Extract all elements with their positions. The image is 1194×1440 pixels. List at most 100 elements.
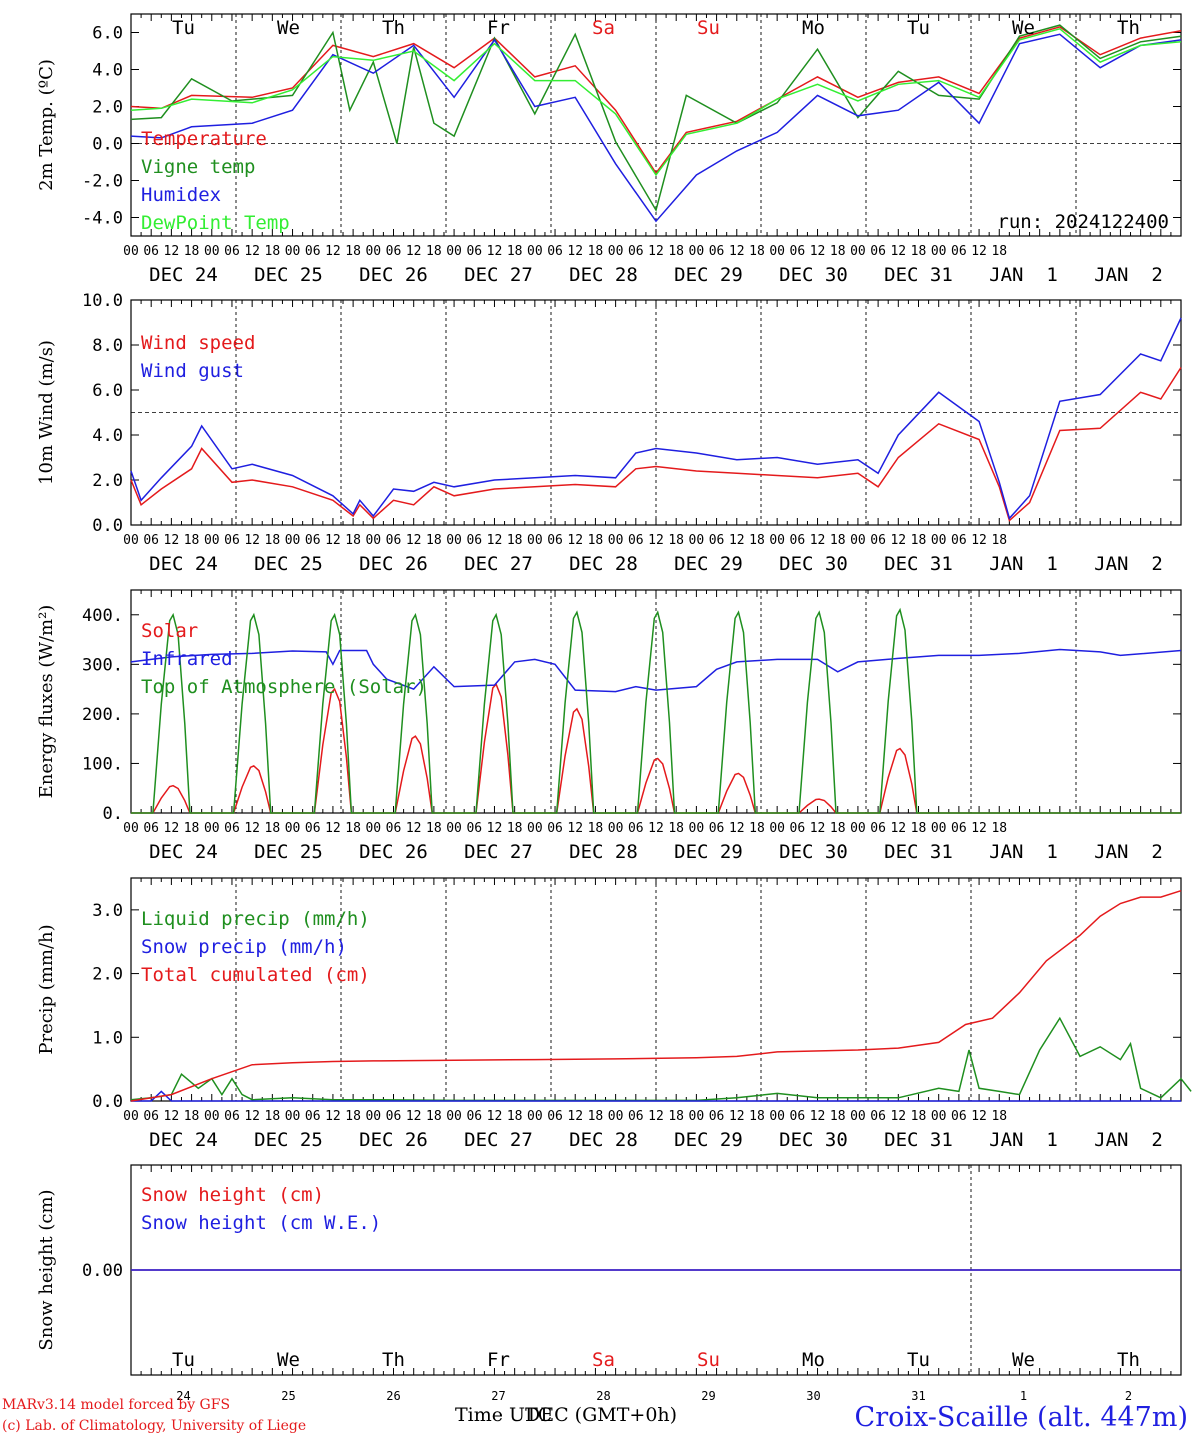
date-label: DEC 31 bbox=[884, 264, 953, 286]
date-label: DEC 24 bbox=[149, 264, 218, 286]
hour-tick-label: 00 bbox=[769, 244, 785, 259]
date-label: DEC 24 bbox=[149, 841, 218, 863]
y-axis-label: 10m Wind (m/s) bbox=[36, 340, 57, 485]
hour-tick-label: 00 bbox=[123, 244, 139, 259]
hour-tick-label: 00 bbox=[123, 533, 139, 548]
hour-tick-label: 06 bbox=[870, 244, 886, 259]
hour-tick-label: 06 bbox=[628, 533, 644, 548]
date-label: DEC 28 bbox=[569, 264, 638, 286]
hour-tick-label: 18 bbox=[749, 533, 765, 548]
hour-tick-label: 12 bbox=[487, 533, 503, 548]
hour-tick-label: 06 bbox=[224, 1109, 240, 1124]
hour-tick-label: 18 bbox=[265, 821, 281, 836]
hour-tick-label: 00 bbox=[931, 533, 947, 548]
hour-tick-label: 18 bbox=[668, 244, 684, 259]
hour-tick-label: 06 bbox=[628, 1109, 644, 1124]
series-line-wind-speed bbox=[130, 367, 1182, 522]
hour-tick-label: 00 bbox=[365, 1109, 381, 1124]
series-line-snow-precip-mm-h- bbox=[131, 1090, 1181, 1102]
hour-tick-label: 06 bbox=[466, 244, 482, 259]
hour-tick-label: 00 bbox=[446, 533, 462, 548]
hour-tick-label: 00 bbox=[931, 244, 947, 259]
hour-tick-label: 12 bbox=[325, 533, 341, 548]
hour-tick-label: 06 bbox=[951, 1109, 967, 1124]
y-axis-label: Precip (mm/h) bbox=[36, 924, 57, 1054]
legend-entry: Humidex bbox=[141, 184, 221, 206]
chart-panel-2: 10.0 8.0 6.0 4.0 2.0 0.0 10m Wind (m/s) 00 06 12 1… bbox=[36, 291, 1182, 575]
legend-entry: Wind speed bbox=[141, 332, 255, 354]
date-label: DEC 24 bbox=[149, 1129, 218, 1151]
weekday-label: Tu bbox=[172, 1349, 195, 1371]
hour-tick-label: 12 bbox=[325, 821, 341, 836]
day-number-label: 1 bbox=[1020, 1389, 1027, 1403]
hour-tick-label: 06 bbox=[951, 533, 967, 548]
hour-tick-label: 06 bbox=[386, 533, 402, 548]
hour-tick-label: 12 bbox=[406, 1109, 422, 1124]
hour-tick-label: 06 bbox=[466, 821, 482, 836]
hour-tick-label: 06 bbox=[547, 533, 563, 548]
y-axis-label: 2m Temp. (ºC) bbox=[36, 59, 57, 191]
y-tick-label: 100. bbox=[82, 754, 123, 774]
lab-credit: (c) Lab. of Climatology, University of L… bbox=[2, 1418, 307, 1434]
hour-tick-label: 18 bbox=[265, 1109, 281, 1124]
station-name: Croix-Scaille (alt. 447m) bbox=[854, 1402, 1188, 1433]
hour-tick-label: 18 bbox=[991, 533, 1007, 548]
hour-tick-label: 06 bbox=[466, 533, 482, 548]
weekday-label: We bbox=[277, 1349, 300, 1371]
legend-entry: Top of Atmosphere (Solar) bbox=[141, 676, 427, 698]
date-label: DEC 27 bbox=[464, 264, 533, 286]
date-label: DEC 27 bbox=[464, 1129, 533, 1151]
y-tick-label: 10.0 bbox=[82, 291, 123, 311]
hour-tick-label: 00 bbox=[527, 244, 543, 259]
y-tick-label: 4.0 bbox=[92, 61, 123, 81]
hour-tick-label: 06 bbox=[951, 821, 967, 836]
hour-tick-label: 00 bbox=[204, 533, 220, 548]
plot-frame bbox=[130, 589, 1182, 814]
hour-tick-label: 06 bbox=[870, 1109, 886, 1124]
hour-tick-label: 12 bbox=[567, 1109, 583, 1124]
y-tick-label: 200. bbox=[82, 705, 123, 725]
hour-tick-label: 00 bbox=[608, 1109, 624, 1124]
date-label: DEC 27 bbox=[464, 553, 533, 575]
weekday-label: Fr bbox=[487, 17, 510, 39]
hour-tick-label: 00 bbox=[608, 821, 624, 836]
weekday-label: Mo bbox=[802, 1349, 825, 1371]
date-label: JAN 2 bbox=[1094, 841, 1163, 863]
date-label: DEC 25 bbox=[254, 553, 323, 575]
hour-tick-label: 06 bbox=[790, 821, 806, 836]
hour-tick-label: 06 bbox=[870, 533, 886, 548]
hour-tick-label: 06 bbox=[386, 1109, 402, 1124]
weekday-label: Th bbox=[1117, 1349, 1140, 1371]
hour-tick-label: 06 bbox=[224, 244, 240, 259]
y-tick-label: 2.0 bbox=[92, 965, 123, 985]
hour-tick-label: 18 bbox=[588, 821, 604, 836]
day-number-label: 28 bbox=[596, 1389, 610, 1403]
hour-tick-label: 06 bbox=[547, 821, 563, 836]
hour-tick-label: 00 bbox=[446, 244, 462, 259]
weekday-label: Sa bbox=[592, 1349, 615, 1371]
hour-tick-label: 12 bbox=[244, 533, 260, 548]
weekday-label: Tu bbox=[907, 17, 930, 39]
hour-tick-label: 06 bbox=[305, 1109, 321, 1124]
hour-tick-label: 12 bbox=[244, 244, 260, 259]
hour-tick-label: 12 bbox=[729, 533, 745, 548]
date-label: DEC 24 bbox=[149, 553, 218, 575]
day-number-label: 24 bbox=[176, 1389, 190, 1403]
hour-tick-label: 00 bbox=[285, 821, 301, 836]
date-label: DEC 26 bbox=[359, 553, 428, 575]
hour-tick-label: 12 bbox=[810, 821, 826, 836]
hour-tick-label: 12 bbox=[164, 1109, 180, 1124]
hour-tick-label: 18 bbox=[507, 821, 523, 836]
hour-tick-label: 06 bbox=[547, 244, 563, 259]
hour-tick-label: 18 bbox=[426, 1109, 442, 1124]
legend-entry: Wind gust bbox=[141, 360, 244, 382]
day-number-label: 29 bbox=[701, 1389, 715, 1403]
hour-tick-label: 12 bbox=[164, 244, 180, 259]
hour-tick-label: 12 bbox=[729, 821, 745, 836]
time-axis-label: Time UTC bbox=[455, 1404, 553, 1426]
hour-tick-label: 12 bbox=[971, 533, 987, 548]
date-label: JAN 1 bbox=[989, 553, 1058, 575]
hour-tick-label: 18 bbox=[749, 821, 765, 836]
date-label: JAN 2 bbox=[1094, 264, 1163, 286]
